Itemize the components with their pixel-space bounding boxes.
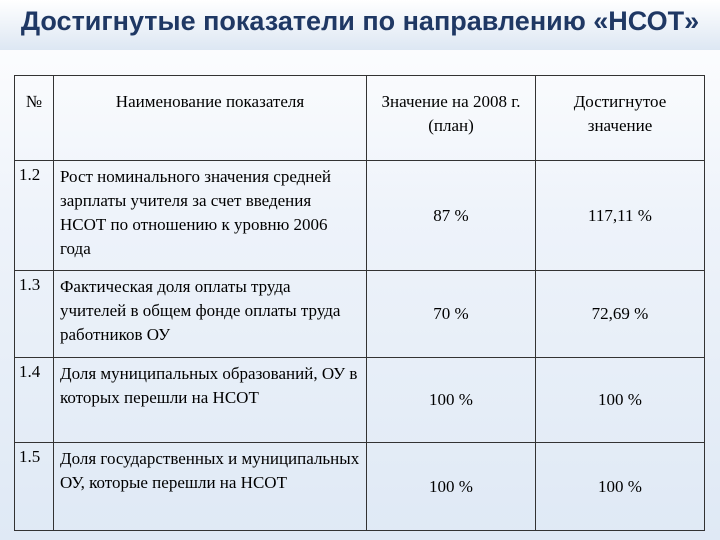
table-body: 1.2 Рост номинального значения средней за… bbox=[14, 160, 705, 531]
table-row: 1.3 Фактическая доля оплаты труда учителе… bbox=[14, 270, 705, 358]
table-row: 1.5 Доля государственных и муниципальных … bbox=[14, 442, 705, 531]
column-header: Значение на 2008 г. (план) bbox=[366, 75, 536, 161]
indicator-name: Доля государственных и муниципальных ОУ,… bbox=[53, 442, 367, 531]
column-header: № bbox=[14, 75, 54, 161]
row-number: 1.4 bbox=[14, 357, 54, 443]
achieved-value: 100 % bbox=[535, 442, 705, 531]
indicator-name: Фактическая доля оплаты труда учителей в… bbox=[53, 270, 367, 358]
achieved-value: 72,69 % bbox=[535, 270, 705, 358]
title-bar: Достигнутые показатели по направлению «Н… bbox=[0, 0, 720, 50]
plan-value: 87 % bbox=[366, 160, 536, 271]
plan-value: 100 % bbox=[366, 357, 536, 443]
table-row: 1.2 Рост номинального значения средней за… bbox=[14, 160, 705, 271]
achieved-value: 117,11 % bbox=[535, 160, 705, 271]
row-number: 1.2 bbox=[14, 160, 54, 271]
plan-value: 70 % bbox=[366, 270, 536, 358]
header-row: № Наименование показателя Значение на 2008… bbox=[14, 75, 705, 161]
row-number: 1.5 bbox=[14, 442, 54, 531]
indicator-table: № Наименование показателя Значение на 2008… bbox=[14, 75, 705, 531]
slide-title: Достигнутые показатели по направлению «Н… bbox=[20, 6, 700, 36]
indicator-name: Доля муниципальных образований, ОУ в кот… bbox=[53, 357, 367, 443]
column-header: Достигнутое значение bbox=[535, 75, 705, 161]
column-header: Наименование показателя bbox=[53, 75, 367, 161]
plan-value: 100 % bbox=[366, 442, 536, 531]
indicator-name: Рост номинального значения средней зарпл… bbox=[53, 160, 367, 271]
table-row: 1.4 Доля муниципальных образований, ОУ в … bbox=[14, 357, 705, 443]
row-number: 1.3 bbox=[14, 270, 54, 358]
achieved-value: 100 % bbox=[535, 357, 705, 443]
